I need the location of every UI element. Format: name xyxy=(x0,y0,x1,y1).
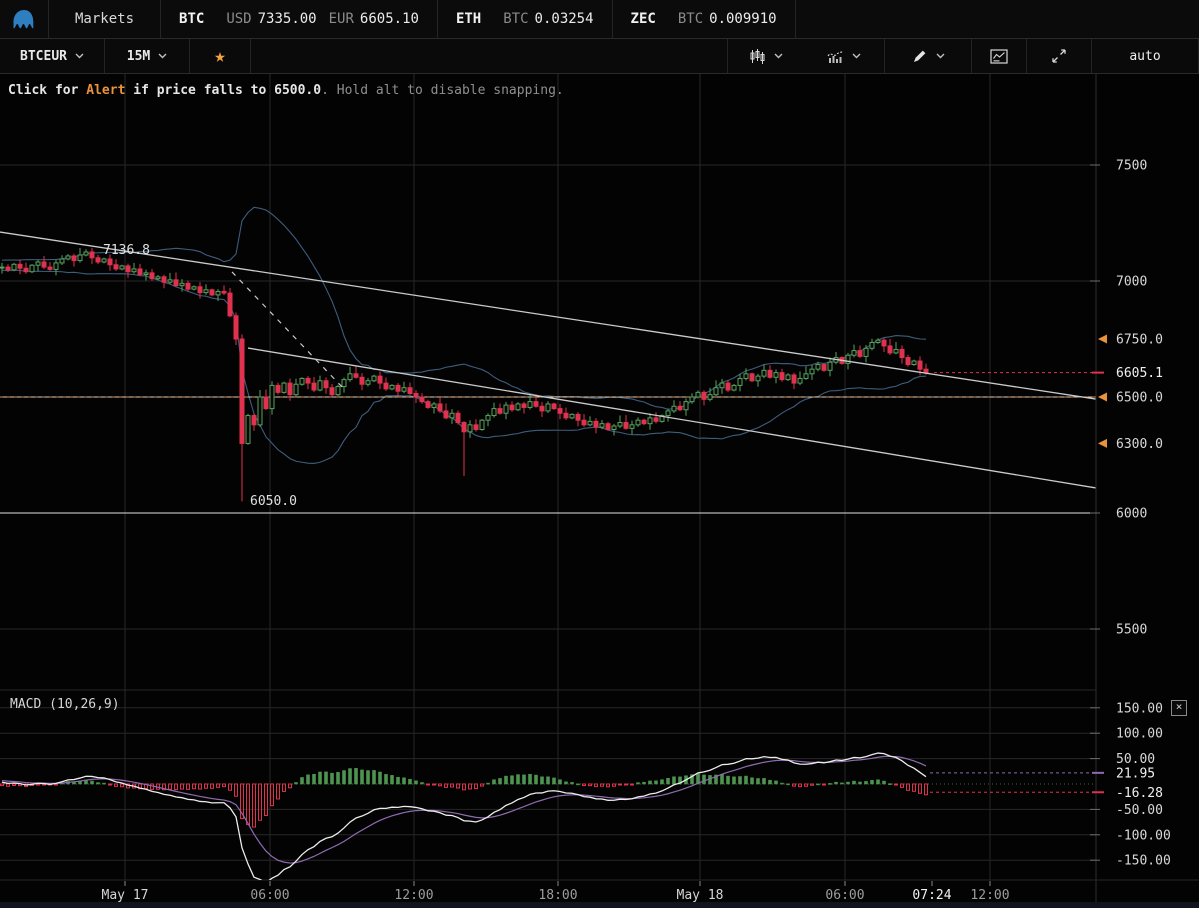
chart-snapshot-icon xyxy=(990,48,1008,64)
kraken-octopus-icon xyxy=(13,10,34,29)
time-axis-label: 12:00 xyxy=(970,888,1009,903)
time-axis[interactable]: May 17 06:00 12:00 18:00 May 18 06:00 07:24 12:… xyxy=(102,881,1010,903)
price-axis[interactable]: 7500 7000 6000 5500 6750.0 6500.0 6300.0 6605.1… xyxy=(1090,73,1171,902)
candlestick-chart-icon xyxy=(750,48,765,64)
quote-label: EUR xyxy=(328,11,354,27)
ticker-symbol: ETH xyxy=(455,11,482,27)
macd-tick-label: 150.00 xyxy=(1116,701,1163,716)
top-bar-spacer xyxy=(796,0,1199,38)
tooltip-text: Click for xyxy=(8,83,87,98)
quote-value: 0.03254 xyxy=(534,11,594,27)
auto-label: auto xyxy=(1129,48,1161,64)
chevron-down-icon xyxy=(852,53,861,59)
draw-tools-dropdown[interactable] xyxy=(885,39,972,73)
quote-value: 7335.00 xyxy=(257,11,317,27)
quote-label: USD xyxy=(226,11,252,27)
time-axis-label: 06:00 xyxy=(825,888,864,903)
gridlines xyxy=(0,73,1199,881)
price-tick-label: 7000 xyxy=(1116,275,1147,290)
macd-tick-label: 100.00 xyxy=(1116,727,1163,742)
alert-tooltip[interactable]: Click for Alert if price falls to 6500.0… xyxy=(8,83,564,98)
horizontal-lines[interactable] xyxy=(0,396,1096,514)
alert-price-label: 6500.0 xyxy=(1116,391,1163,406)
symbol-dropdown[interactable]: BTCEUR xyxy=(0,39,105,73)
snapshot-button[interactable] xyxy=(972,39,1027,73)
quote-value: 0.009910 xyxy=(709,11,777,27)
alert-marker-icon[interactable] xyxy=(1098,438,1107,448)
price-tick-label: 6000 xyxy=(1116,507,1147,522)
macd-marker-label: 21.95 xyxy=(1116,766,1155,781)
alert-marker-icon[interactable] xyxy=(1098,334,1107,344)
bottom-strip xyxy=(0,902,1199,908)
top-bar: Markets BTC USD 7335.00 EUR 6605.10 ETH … xyxy=(0,0,1199,39)
tooltip-alert-word: Alert xyxy=(86,83,126,98)
markets-label: Markets xyxy=(75,11,135,27)
interval-dropdown[interactable]: 15M xyxy=(105,39,190,73)
last-price-label: 6605.1 xyxy=(1116,366,1163,381)
chevron-down-icon xyxy=(774,53,783,59)
time-axis-label: May 17 xyxy=(102,888,149,903)
chart-toolbar: BTCEUR 15M ★ xyxy=(0,39,1199,74)
alert-price-label: 6750.0 xyxy=(1116,333,1163,348)
time-axis-label: 18:00 xyxy=(538,888,577,903)
macd-marker-label: -16.28 xyxy=(1116,786,1163,801)
chevron-down-icon xyxy=(75,53,84,59)
star-icon: ★ xyxy=(214,44,226,67)
kraken-logo[interactable] xyxy=(0,0,49,38)
macd-tick-label: -150.00 xyxy=(1116,854,1171,869)
chevron-down-icon xyxy=(936,53,945,59)
price-annotation: 7136.8 xyxy=(103,243,150,258)
price-annotation: 6050.0 xyxy=(250,494,297,509)
markets-menu[interactable]: Markets xyxy=(49,0,162,38)
time-axis-label: 07:24 xyxy=(912,888,951,903)
symbol-label: BTCEUR xyxy=(20,48,67,64)
ticker-zec[interactable]: ZEC BTC 0.009910 xyxy=(613,0,796,38)
pencil-icon xyxy=(914,50,926,62)
quote-value: 6605.10 xyxy=(359,11,419,27)
macd-pane xyxy=(0,752,1096,880)
expand-arrows-icon xyxy=(1052,49,1066,63)
interval-label: 15M xyxy=(126,48,151,64)
alert-price-label: 6300.0 xyxy=(1116,437,1163,452)
quote-label: BTC xyxy=(503,11,529,27)
toolbar-spacer xyxy=(251,39,727,73)
indicators-icon xyxy=(827,50,844,63)
price-tick-label: 7500 xyxy=(1116,159,1147,174)
indicators-dropdown[interactable] xyxy=(804,39,885,73)
tooltip-hint: . Hold alt to disable snapping. xyxy=(321,83,564,98)
macd-tick-label: 50.00 xyxy=(1116,752,1155,767)
ticker-eth[interactable]: ETH BTC 0.03254 xyxy=(438,0,613,38)
time-axis-label: 06:00 xyxy=(250,888,289,903)
time-axis-label: May 18 xyxy=(677,888,724,903)
ticker-symbol: BTC xyxy=(179,11,205,27)
chart-type-dropdown[interactable] xyxy=(727,39,804,73)
trendlines[interactable] xyxy=(0,231,1096,489)
price-tick-label: 5500 xyxy=(1116,623,1147,638)
candlestick-series xyxy=(0,247,929,502)
time-axis-label: 12:00 xyxy=(394,888,433,903)
close-icon: × xyxy=(1175,700,1183,713)
favorite-button[interactable]: ★ xyxy=(190,39,251,73)
auto-scale-toggle[interactable]: auto xyxy=(1092,39,1199,73)
chevron-down-icon xyxy=(158,53,167,59)
macd-tick-label: -50.00 xyxy=(1116,803,1163,818)
fullscreen-button[interactable] xyxy=(1027,39,1092,73)
macd-indicator-title: MACD (10,26,9) xyxy=(10,697,120,712)
macd-close-button[interactable]: × xyxy=(1171,700,1187,716)
tooltip-text: if price falls to 6500.0 xyxy=(125,83,322,98)
macd-tick-label: -100.00 xyxy=(1116,828,1171,843)
ticker-symbol: ZEC xyxy=(630,11,656,27)
ticker-btc[interactable]: BTC USD 7335.00 EUR 6605.10 xyxy=(161,0,438,38)
quote-label: BTC xyxy=(677,11,704,27)
alert-marker-icon[interactable] xyxy=(1098,392,1107,402)
